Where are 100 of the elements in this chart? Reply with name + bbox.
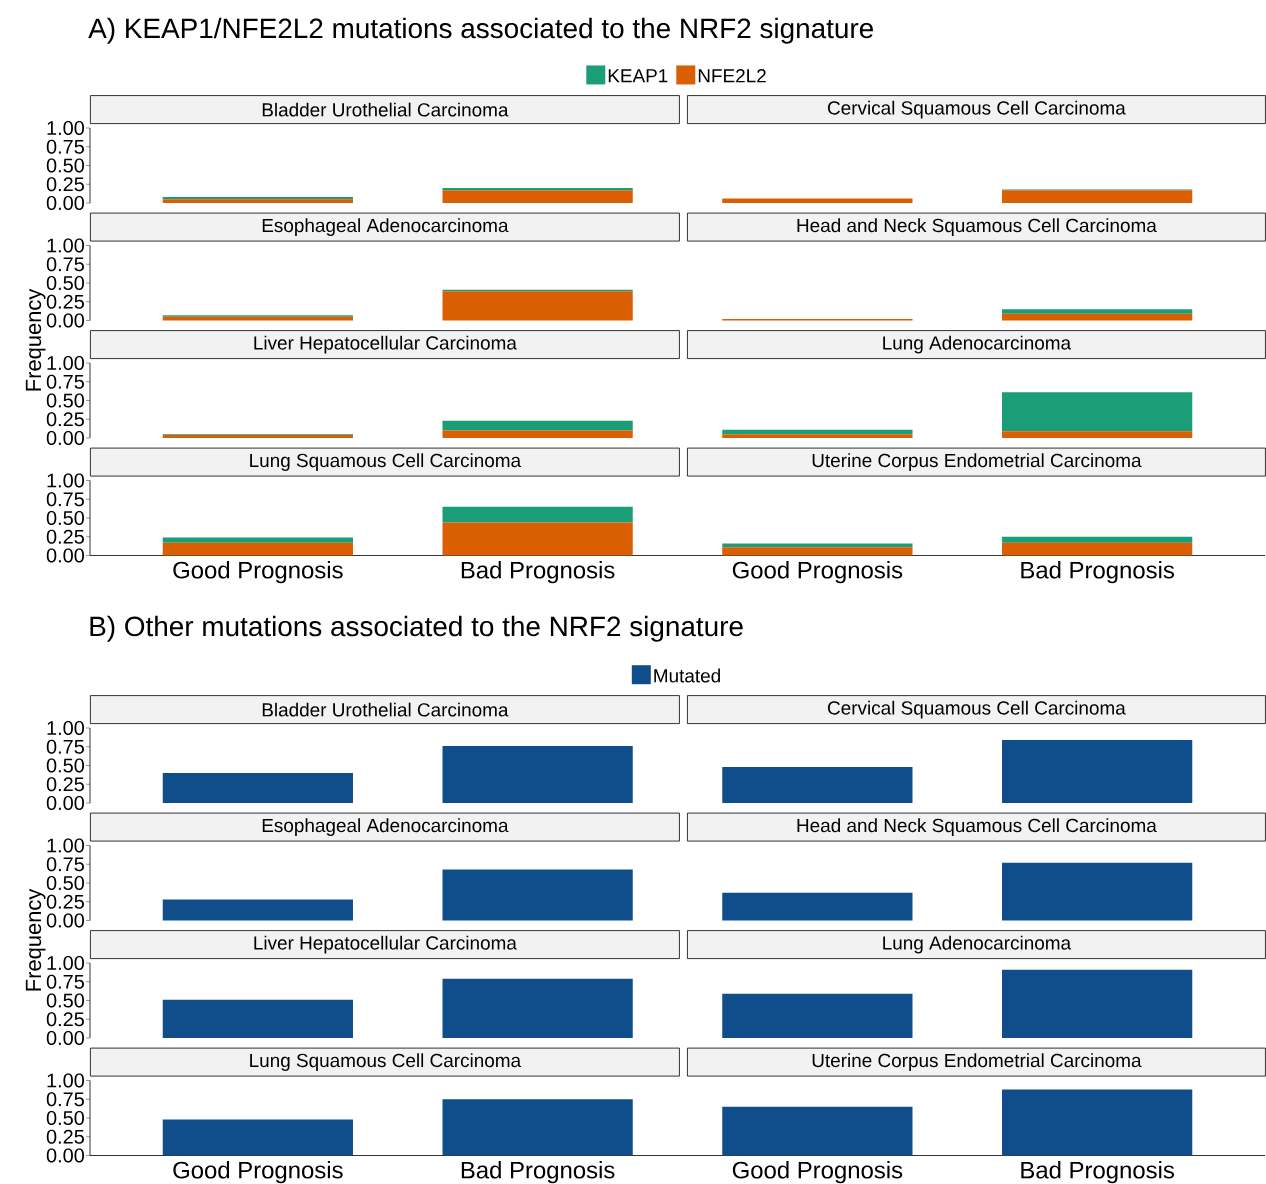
x-tick-label: Bad Prognosis — [461, 561, 615, 584]
y-tick-label: 0.50 — [46, 758, 85, 773]
bar — [1002, 1089, 1193, 1156]
y-axis-title: Frequency — [25, 288, 46, 391]
legend-label: KEAP1 — [608, 69, 668, 83]
text: Esophageal Adenocarcinoma — [262, 218, 509, 236]
bar — [722, 543, 913, 548]
y-tick-label: 0.25 — [46, 894, 84, 909]
bar — [722, 547, 913, 556]
bar — [722, 1106, 913, 1156]
bar — [442, 978, 633, 1038]
text: Head and Neck Squamous Cell Carcinoma — [797, 218, 1157, 236]
y-tick-label: 1.00 — [47, 1073, 85, 1088]
bar — [162, 899, 353, 921]
bar — [1002, 309, 1193, 314]
y-tick-label: 0.75 — [46, 739, 84, 754]
bar — [1002, 740, 1193, 803]
y-tick-label: 0.00 — [46, 913, 85, 928]
bar — [162, 1119, 353, 1156]
y-tick-label: 0.25 — [46, 412, 84, 427]
text: Lung Squamous Cell Carcinoma — [250, 453, 522, 471]
text: Esophageal Adenocarcinoma — [262, 818, 509, 836]
y-tick-label: 0.75 — [46, 974, 84, 989]
x-tick-label: Good Prognosis — [173, 561, 343, 584]
y-tick-label: 0.00 — [46, 548, 85, 563]
legend-label: NFE2L2 — [698, 69, 766, 83]
text: Liver Hepatocellular Carcinoma — [254, 935, 517, 954]
chart-title: A) KEAP1/NFE2L2 mutations associated to the NRF2 signature — [88, 17, 873, 44]
y-tick-label: 0.00 — [46, 1030, 85, 1046]
y-tick-label: 1.00 — [47, 238, 85, 253]
y-tick-label: 0.50 — [46, 1110, 85, 1126]
bar — [162, 999, 353, 1038]
y-tick-label: 0.25 — [46, 777, 84, 792]
bar — [1002, 862, 1193, 921]
y-tick-label: 0.25 — [46, 177, 84, 192]
y-tick-label: 0.25 — [46, 1012, 84, 1027]
y-tick-label: 0.25 — [46, 529, 84, 544]
y-tick-label: 0.00 — [46, 195, 85, 211]
y-tick-label: 0.00 — [46, 795, 85, 811]
y-tick-label: 0.25 — [46, 294, 84, 309]
y-tick-label: 0.75 — [46, 857, 84, 872]
y-tick-label: 0.50 — [46, 393, 85, 408]
bar — [442, 420, 633, 431]
text: Cervical Squamous Cell Carcinoma — [827, 100, 1126, 119]
bar — [442, 522, 633, 556]
y-tick-label: 0.75 — [46, 374, 84, 389]
y-tick-label: 0.50 — [46, 158, 85, 173]
bar — [442, 746, 633, 803]
text: Uterine Corpus Endometrial Carcinoma — [812, 1053, 1142, 1071]
y-tick-label: 1.00 — [47, 720, 85, 736]
bar — [162, 542, 353, 556]
text: Uterine Corpus Endometrial Carcinoma — [812, 453, 1142, 471]
y-tick-label: 0.75 — [46, 139, 84, 154]
text: Liver Hepatocellular Carcinoma — [254, 335, 517, 354]
legend-label: Mutated — [654, 668, 720, 683]
x-tick-label: Bad Prognosis — [461, 1161, 615, 1184]
text: Lung Squamous Cell Carcinoma — [250, 1053, 522, 1071]
bar — [442, 869, 633, 921]
bar — [722, 767, 913, 803]
y-tick-label: 0.75 — [46, 1092, 84, 1107]
chart-title: B) Other mutations associated to the NRF2 signature — [90, 615, 743, 642]
bar — [442, 291, 633, 321]
y-tick-label: 1.00 — [47, 838, 85, 853]
x-tick-label: Good Prognosis — [732, 1161, 903, 1184]
bar — [1002, 969, 1193, 1038]
y-tick-label: 0.25 — [46, 1129, 84, 1144]
x-tick-label: Good Prognosis — [732, 561, 903, 584]
bar — [722, 993, 913, 1038]
bar — [442, 506, 633, 523]
y-tick-label: 0.75 — [46, 257, 84, 272]
text: Bladder Urothelial Carcinoma — [262, 102, 509, 117]
bar — [162, 537, 353, 543]
bar — [1002, 542, 1193, 556]
y-tick-label: 1.00 — [47, 120, 85, 136]
bar — [722, 198, 913, 203]
y-tick-label: 1.00 — [47, 955, 85, 971]
y-tick-label: 0.50 — [46, 875, 85, 891]
text: Lung Adenocarcinoma — [883, 335, 1072, 354]
bar — [162, 773, 353, 803]
y-tick-label: 0.75 — [46, 492, 84, 507]
text: Lung Adenocarcinoma — [883, 935, 1072, 954]
bar — [442, 1099, 633, 1156]
bar — [442, 430, 633, 438]
y-tick-label: 1.00 — [47, 355, 85, 371]
bar — [1002, 431, 1193, 438]
y-tick-label: 0.00 — [46, 313, 85, 328]
text: Head and Neck Squamous Cell Carcinoma — [797, 818, 1157, 836]
y-tick-label: 0.00 — [46, 1148, 85, 1163]
text: Cervical Squamous Cell Carcinoma — [827, 700, 1126, 719]
y-tick-label: 0.50 — [46, 993, 85, 1008]
bar — [1002, 392, 1193, 432]
x-tick-label: Bad Prognosis — [1021, 1161, 1174, 1184]
y-tick-label: 0.00 — [46, 430, 85, 446]
y-tick-label: 0.50 — [46, 275, 85, 291]
bar — [722, 892, 913, 921]
bar — [442, 190, 633, 203]
y-axis-title: Frequency — [25, 888, 46, 991]
text: Bladder Urothelial Carcinoma — [262, 702, 509, 717]
bar — [722, 434, 913, 438]
x-tick-label: Bad Prognosis — [1021, 561, 1174, 584]
